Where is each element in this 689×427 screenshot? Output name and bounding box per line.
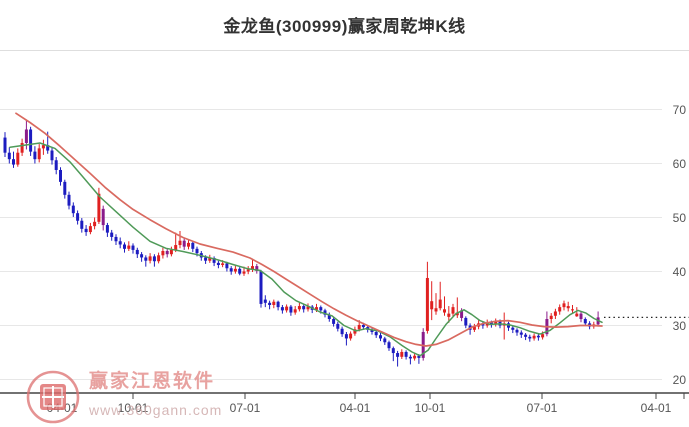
x-tick-labels: 04-01 10-01 07-01 04-01 10-01 07-01 04-01 [47, 401, 672, 415]
y-tick-label: 20 [673, 373, 687, 387]
x-axis [0, 392, 689, 399]
candlestick-series [3, 119, 600, 367]
x-tick-label: 04-01 [641, 401, 672, 415]
x-tick-label: 07-01 [527, 401, 558, 415]
y-tick-label: 40 [673, 265, 687, 279]
y-tick-label: 60 [673, 157, 687, 171]
grid-lines [0, 109, 662, 380]
x-tick-label: 07-01 [230, 401, 261, 415]
x-tick-label: 10-01 [415, 401, 446, 415]
page-title: 金龙鱼(300999)赢家周乾坤K线 [223, 17, 466, 36]
y-axis-labels: 70 60 50 40 30 20 [673, 103, 687, 387]
x-tick-label: 10-01 [118, 401, 149, 415]
title-divider [0, 50, 689, 51]
x-tick-label: 04-01 [47, 401, 78, 415]
ma-slow-line [15, 112, 603, 347]
y-tick-label: 30 [673, 319, 687, 333]
ma-fast-line [9, 142, 603, 357]
y-tick-label: 50 [673, 211, 687, 225]
x-tick-label: 04-01 [340, 401, 371, 415]
y-tick-label: 70 [673, 103, 687, 117]
